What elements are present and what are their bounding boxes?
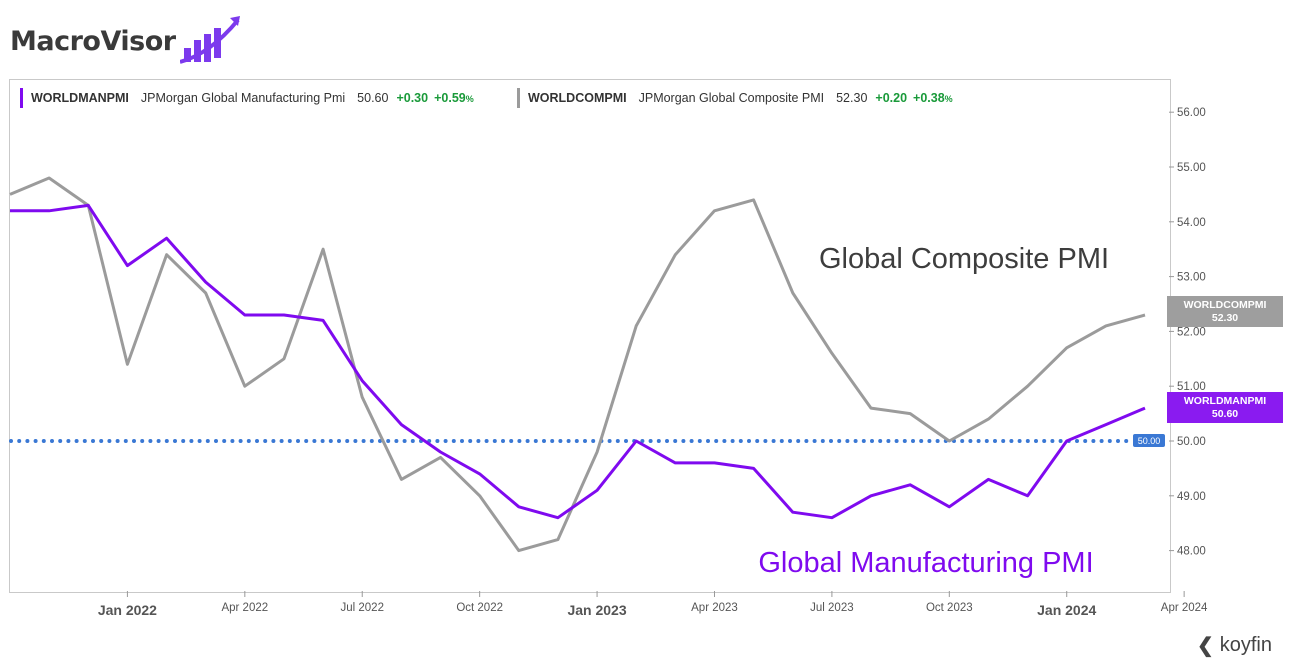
x-tick-label: Jul 2023 [810, 602, 853, 614]
legend-item-manufacturing[interactable]: WORLDMANPMI JPMorgan Global Manufacturin… [14, 84, 486, 112]
chart-plot-area [9, 79, 1171, 593]
series-color-swatch [20, 88, 23, 108]
legend-value: 52.30 [836, 91, 868, 105]
legend-change-pct: +0.59% [434, 91, 474, 105]
y-tick-label: 49.00 [1177, 491, 1206, 503]
y-tick-label: 53.00 [1177, 272, 1206, 284]
y-tick-label: 52.00 [1177, 326, 1206, 338]
x-tick-label: Jan 2024 [1037, 602, 1096, 618]
x-tick-label: Oct 2022 [456, 602, 503, 614]
x-tick-label: Apr 2024 [1161, 602, 1208, 614]
series-color-swatch [517, 88, 520, 108]
y-tick-label: 54.00 [1177, 217, 1206, 229]
x-tick-label: Apr 2023 [691, 602, 738, 614]
composite-badge-ticker: WORLDCOMPMI [1184, 299, 1267, 311]
composite-axis-badge [1167, 296, 1283, 327]
x-tick-label: Jul 2022 [340, 602, 383, 614]
legend-change: +0.30 [396, 91, 429, 105]
manufacturing-badge-ticker: WORLDMANPMI [1184, 395, 1266, 407]
legend-item-composite[interactable]: WORLDCOMPMI JPMorgan Global Composite PM… [511, 84, 965, 112]
koyfin-wordmark: koyfin [1219, 634, 1272, 656]
legend-series-name: JPMorgan Global Manufacturing Pmi [140, 91, 346, 105]
legend-ticker: WORLDMANPMI [31, 91, 129, 105]
y-tick-label: 55.00 [1177, 162, 1206, 174]
brand-bars-icon [179, 16, 240, 64]
koyfin-logo: ❮ koyfin [1197, 633, 1272, 658]
legend-change-pct: +0.38% [913, 91, 953, 105]
y-tick-label: 48.00 [1177, 546, 1206, 558]
legend-change: +0.20 [875, 91, 908, 105]
y-tick-label: 51.00 [1177, 381, 1206, 393]
manufacturing-badge-value: 50.60 [1212, 408, 1238, 420]
legend-series-name: JPMorgan Global Composite PMI [638, 91, 825, 105]
manufacturing-axis-badge [1167, 392, 1283, 423]
brand-logo: MacroVisor [10, 14, 244, 68]
koyfin-chevron-icon: ❮ [1196, 635, 1214, 657]
x-tick-label: Oct 2023 [926, 602, 973, 614]
x-tick-label: Jan 2022 [98, 602, 157, 618]
x-tick-label: Jan 2023 [567, 602, 626, 618]
x-tick-label: Apr 2022 [221, 602, 268, 614]
legend-value: 50.60 [357, 91, 389, 105]
y-tick-label: 50.00 [1177, 436, 1206, 448]
composite-badge-value: 52.30 [1212, 312, 1238, 324]
brand-name: MacroVisor [10, 25, 176, 57]
legend-ticker: WORLDCOMPMI [528, 91, 627, 105]
y-tick-label: 56.00 [1177, 107, 1206, 119]
